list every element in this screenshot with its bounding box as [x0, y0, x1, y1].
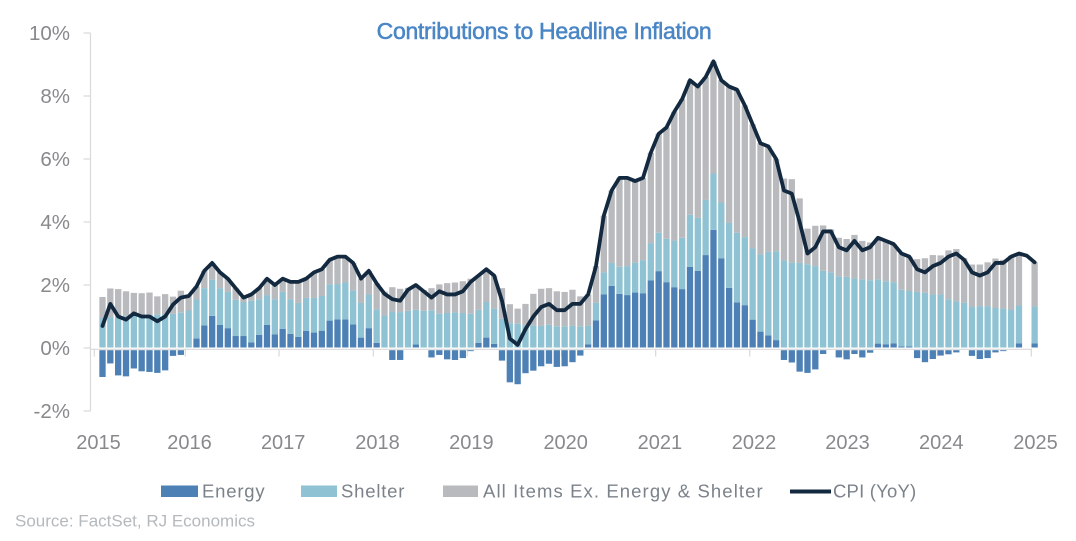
svg-text:Energy: Energy — [202, 481, 265, 502]
svg-text:0%: 0% — [40, 337, 70, 360]
svg-text:Source: FactSet, RJ Economics: Source: FactSet, RJ Economics — [15, 512, 255, 531]
svg-text:2%: 2% — [40, 274, 70, 297]
svg-text:2022: 2022 — [732, 432, 777, 454]
svg-text:All Items Ex. Energy & Shelter: All Items Ex. Energy & Shelter — [483, 481, 764, 502]
svg-text:2020: 2020 — [543, 432, 588, 454]
svg-text:2016: 2016 — [167, 432, 212, 454]
svg-text:2021: 2021 — [638, 432, 683, 454]
svg-text:CPI (YoY): CPI (YoY) — [833, 481, 916, 502]
svg-text:2017: 2017 — [261, 432, 306, 454]
svg-text:2024: 2024 — [919, 432, 964, 454]
svg-text:Contributions to Headline Infl: Contributions to Headline Inflation — [377, 18, 712, 44]
svg-text:2019: 2019 — [449, 432, 494, 454]
svg-text:8%: 8% — [40, 85, 70, 108]
svg-text:6%: 6% — [40, 148, 70, 171]
svg-text:2025: 2025 — [1013, 432, 1058, 454]
svg-text:Shelter: Shelter — [341, 481, 405, 502]
svg-text:4%: 4% — [40, 211, 70, 234]
svg-text:-2%: -2% — [34, 400, 70, 423]
svg-text:10%: 10% — [29, 22, 70, 45]
svg-text:2023: 2023 — [825, 432, 870, 454]
svg-text:2015: 2015 — [76, 432, 121, 454]
svg-text:2018: 2018 — [355, 432, 400, 454]
